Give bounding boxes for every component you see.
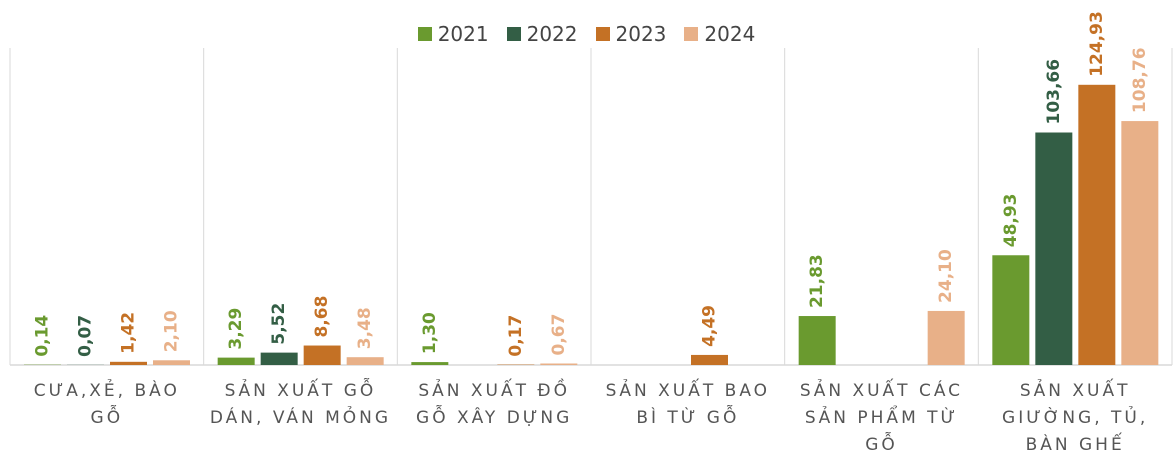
value-label: 103,66 xyxy=(1044,59,1064,125)
value-label: 0,67 xyxy=(549,314,569,356)
bar xyxy=(110,362,147,365)
value-label: 3,29 xyxy=(226,308,246,350)
bar xyxy=(347,357,384,365)
value-label: 1,30 xyxy=(420,312,440,354)
x-tick-label: SẢN XUẤT BAO BÌ TỪ GỖ xyxy=(595,378,781,432)
value-label: 5,52 xyxy=(269,303,289,345)
bar xyxy=(1121,121,1158,365)
value-label: 0,07 xyxy=(76,315,96,357)
bar xyxy=(799,316,836,365)
x-tick-label: SẢN XUẤT GỖ DÁN, VÁN MỎNG xyxy=(208,378,394,432)
bar xyxy=(1078,85,1115,365)
value-label: 4,49 xyxy=(700,305,720,347)
legend-item: 2023 xyxy=(596,22,667,46)
value-label: 1,42 xyxy=(119,312,139,354)
legend-swatch xyxy=(507,27,521,41)
bar xyxy=(261,353,298,365)
bar xyxy=(928,311,965,365)
bar xyxy=(218,358,255,365)
value-label: 48,93 xyxy=(1001,193,1021,247)
value-label: 2,10 xyxy=(162,310,182,352)
value-label: 24,10 xyxy=(936,249,956,303)
legend: 2021 2022 2023 2024 xyxy=(0,22,1173,46)
legend-label: 2024 xyxy=(704,22,755,46)
value-label: 0,14 xyxy=(33,315,53,357)
legend-swatch xyxy=(596,27,610,41)
value-label: 108,76 xyxy=(1130,47,1150,113)
bar xyxy=(153,360,190,365)
x-tick-label: CƯA,XẺ, BÀO GỖ xyxy=(14,378,200,432)
bar xyxy=(1035,133,1072,365)
x-tick-label: SẢN XUẤT CÁC SẢN PHẨM TỪ GỖ xyxy=(789,378,975,459)
legend-swatch xyxy=(418,27,432,41)
bar xyxy=(411,362,448,365)
bar xyxy=(304,346,341,365)
legend-label: 2021 xyxy=(438,22,489,46)
value-label: 0,17 xyxy=(506,315,526,357)
bar xyxy=(691,355,728,365)
value-label: 21,83 xyxy=(807,254,827,308)
bar xyxy=(992,255,1029,365)
legend-item: 2022 xyxy=(507,22,578,46)
x-tick-label: SẢN XUẤT GIƯỜNG, TỦ, BÀN GHẾ xyxy=(982,378,1168,459)
value-label: 8,68 xyxy=(312,296,332,338)
value-label: 3,48 xyxy=(355,307,375,349)
legend-item: 2024 xyxy=(684,22,755,46)
legend-item: 2021 xyxy=(418,22,489,46)
bar xyxy=(540,363,577,365)
x-tick-label: SẢN XUẤT ĐỒ GỖ XÂY DỰNG xyxy=(401,378,587,432)
legend-label: 2023 xyxy=(616,22,667,46)
legend-swatch xyxy=(684,27,698,41)
legend-label: 2022 xyxy=(527,22,578,46)
